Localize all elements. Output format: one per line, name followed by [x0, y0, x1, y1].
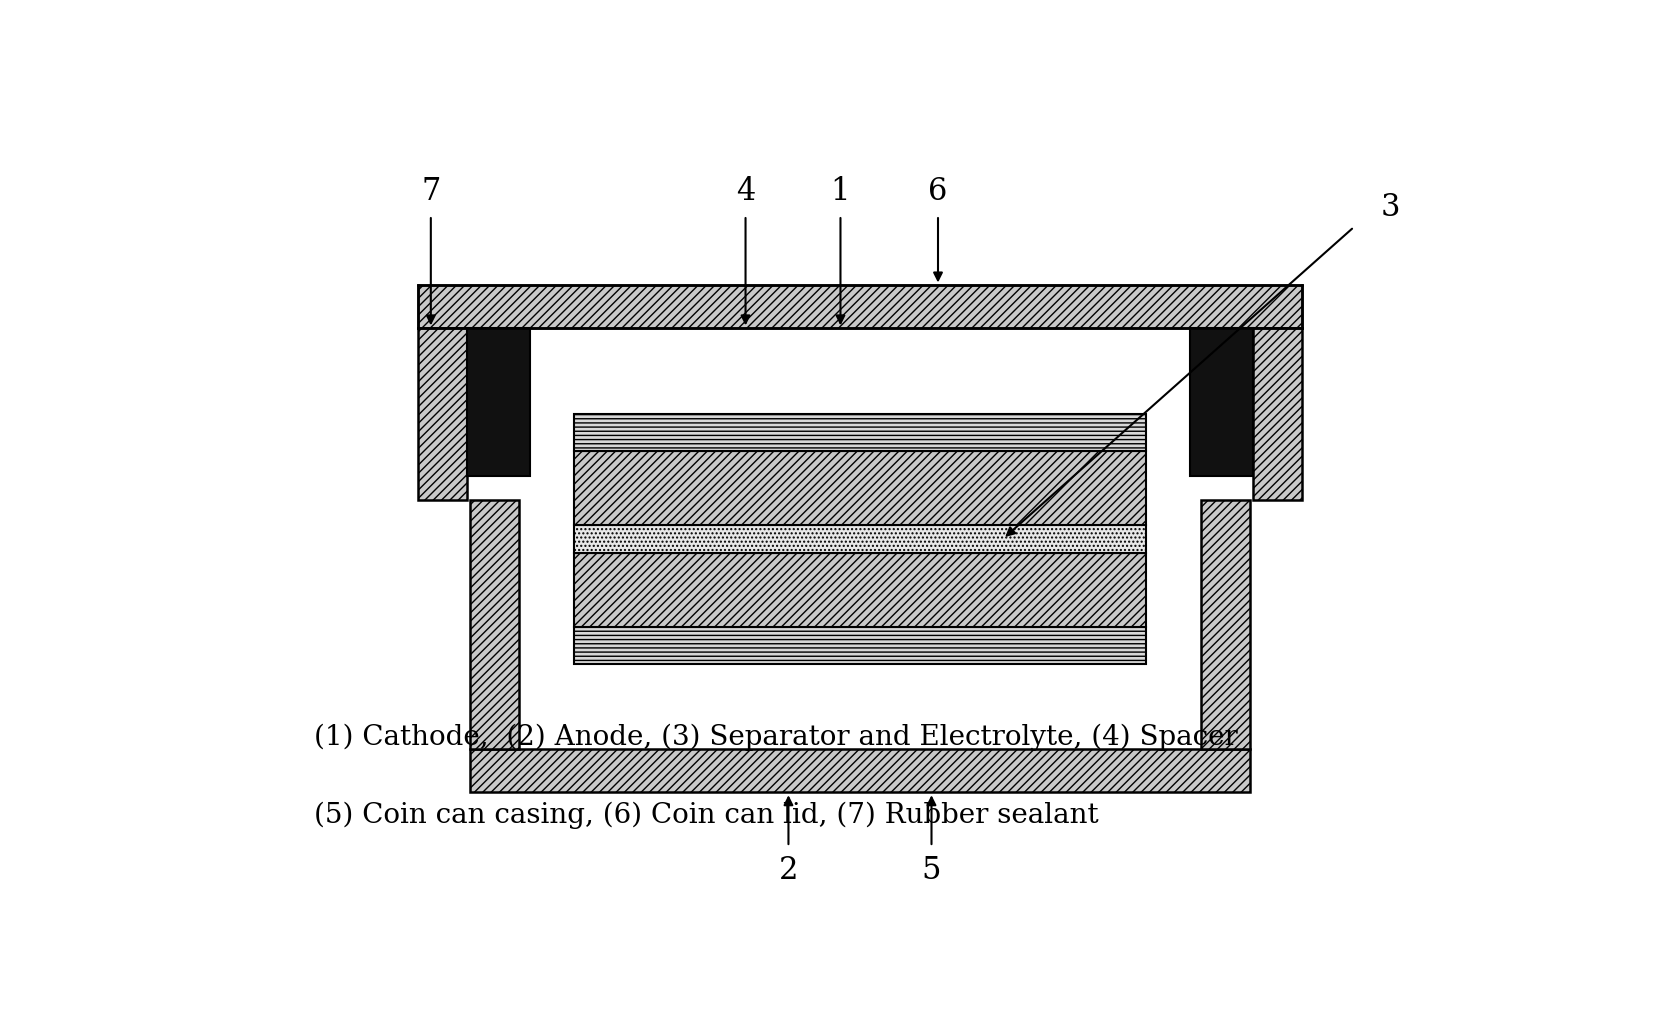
Text: 1: 1 [831, 176, 851, 208]
Bar [418, 286, 1302, 328]
Text: 5: 5 [921, 855, 941, 885]
Text: 3: 3 [1381, 191, 1399, 223]
Text: (5) Coin can casing, (6) Coin can lid, (7) Rubber sealant: (5) Coin can casing, (6) Coin can lid, (… [314, 802, 1099, 830]
Bar [466, 328, 530, 476]
Bar [574, 525, 1146, 552]
Bar [1190, 328, 1253, 476]
Text: (1) Cathode,  (2) Anode, (3) Separator and Electrolyte, (4) Spacer: (1) Cathode, (2) Anode, (3) Separator an… [314, 724, 1238, 752]
Bar [1201, 499, 1250, 750]
Text: 7: 7 [421, 176, 441, 208]
Bar [574, 627, 1146, 665]
Text: 2: 2 [779, 855, 799, 885]
Bar [519, 499, 1201, 750]
Text: 4: 4 [737, 176, 755, 208]
Bar [470, 499, 519, 750]
Bar [466, 328, 1253, 499]
Bar [574, 413, 1146, 451]
Bar [470, 750, 1250, 792]
Bar [574, 451, 1146, 525]
Bar [418, 328, 466, 499]
Text: 6: 6 [928, 176, 948, 208]
Bar [1253, 328, 1302, 499]
Bar [574, 552, 1146, 627]
